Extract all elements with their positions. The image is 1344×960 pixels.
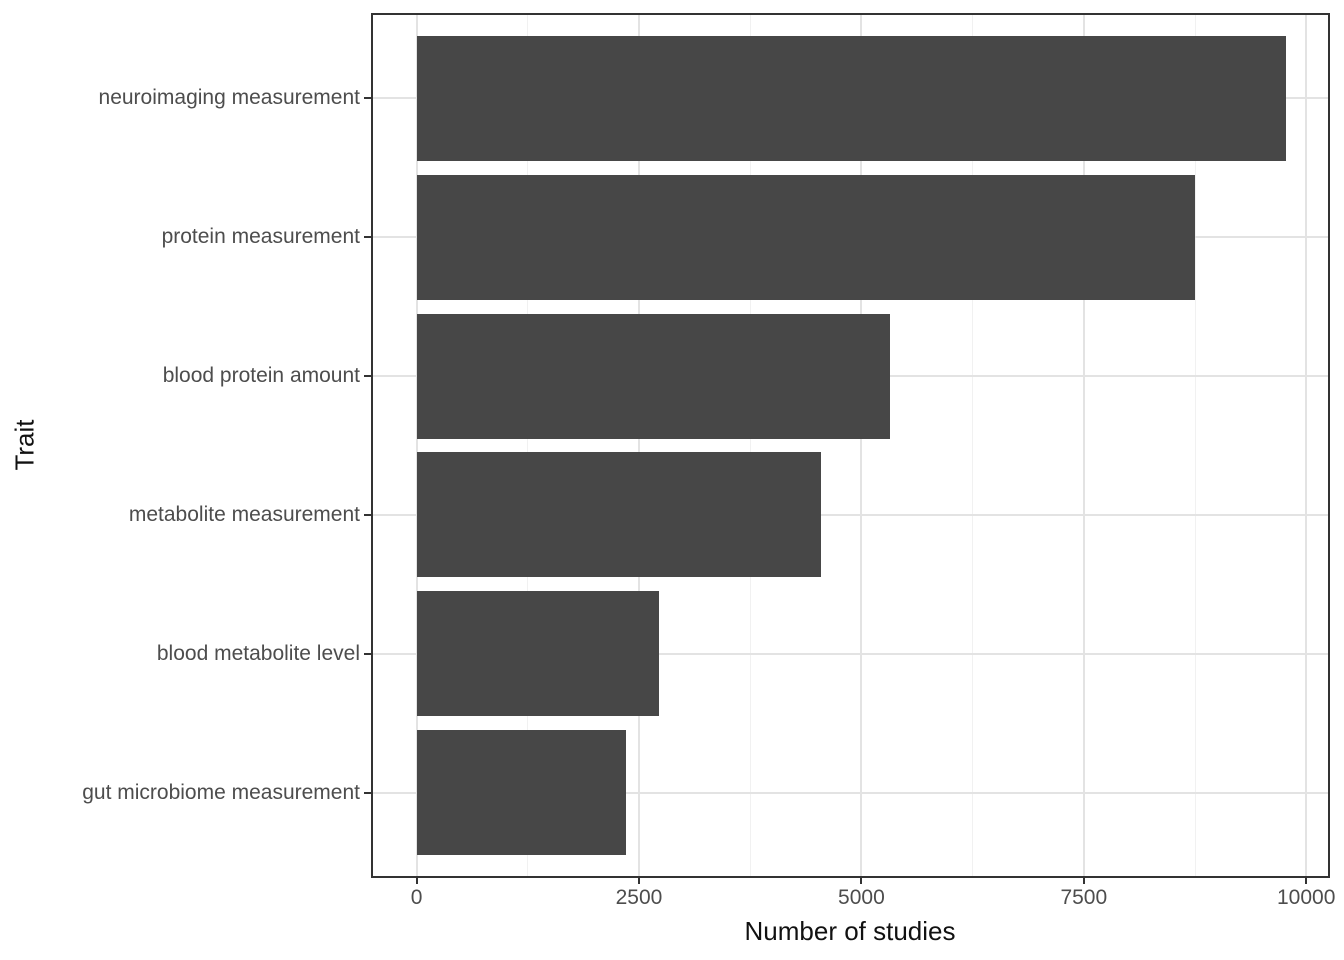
gridline-major-y [373,652,1328,655]
plot-panel [371,13,1330,878]
y-tick-mark [364,236,372,239]
gridline-major-y [373,513,1328,516]
gridline-major-x [637,15,640,876]
gridline-minor-x [527,15,529,876]
x-tick-mark [415,876,418,884]
y-tick-mark [364,791,372,794]
y-tick-mark [364,375,372,378]
bar [416,35,1286,161]
y-tick-label: gut microbiome measurement [82,780,360,804]
x-tick-label: 2500 [615,886,663,909]
x-tick-label: 7500 [1060,886,1108,909]
x-tick-mark [637,876,640,884]
gridline-major-x [860,15,863,876]
y-tick-label: protein measurement [161,225,360,249]
bar [416,174,1195,300]
x-tick-label: 0 [410,886,423,909]
y-axis-title: Trait [9,419,40,471]
y-tick-label: metabolite measurement [128,502,360,526]
gridline-minor-x [749,15,751,876]
x-tick-mark [860,876,863,884]
y-tick-label: blood metabolite level [156,641,360,665]
x-tick-mark [1305,876,1308,884]
x-tick-label: 10000 [1277,886,1336,909]
gridline-minor-x [972,15,974,876]
y-tick-mark [364,513,372,516]
bar [416,730,626,856]
x-tick-mark [1082,876,1085,884]
bar [416,313,890,439]
gridline-major-x [415,15,418,876]
x-axis-title: Number of studies [744,916,956,946]
y-tick-label: neuroimaging measurement [98,86,360,110]
gridline-major-x [1305,15,1308,876]
gridline-minor-x [1194,15,1196,876]
y-tick-mark [364,652,372,655]
gridline-major-x [1082,15,1085,876]
bar [416,591,660,717]
bar [416,452,822,578]
gridline-major-y [373,791,1328,794]
y-tick-label: blood protein amount [162,364,360,388]
y-tick-mark [364,97,372,100]
x-tick-label: 5000 [838,886,885,909]
